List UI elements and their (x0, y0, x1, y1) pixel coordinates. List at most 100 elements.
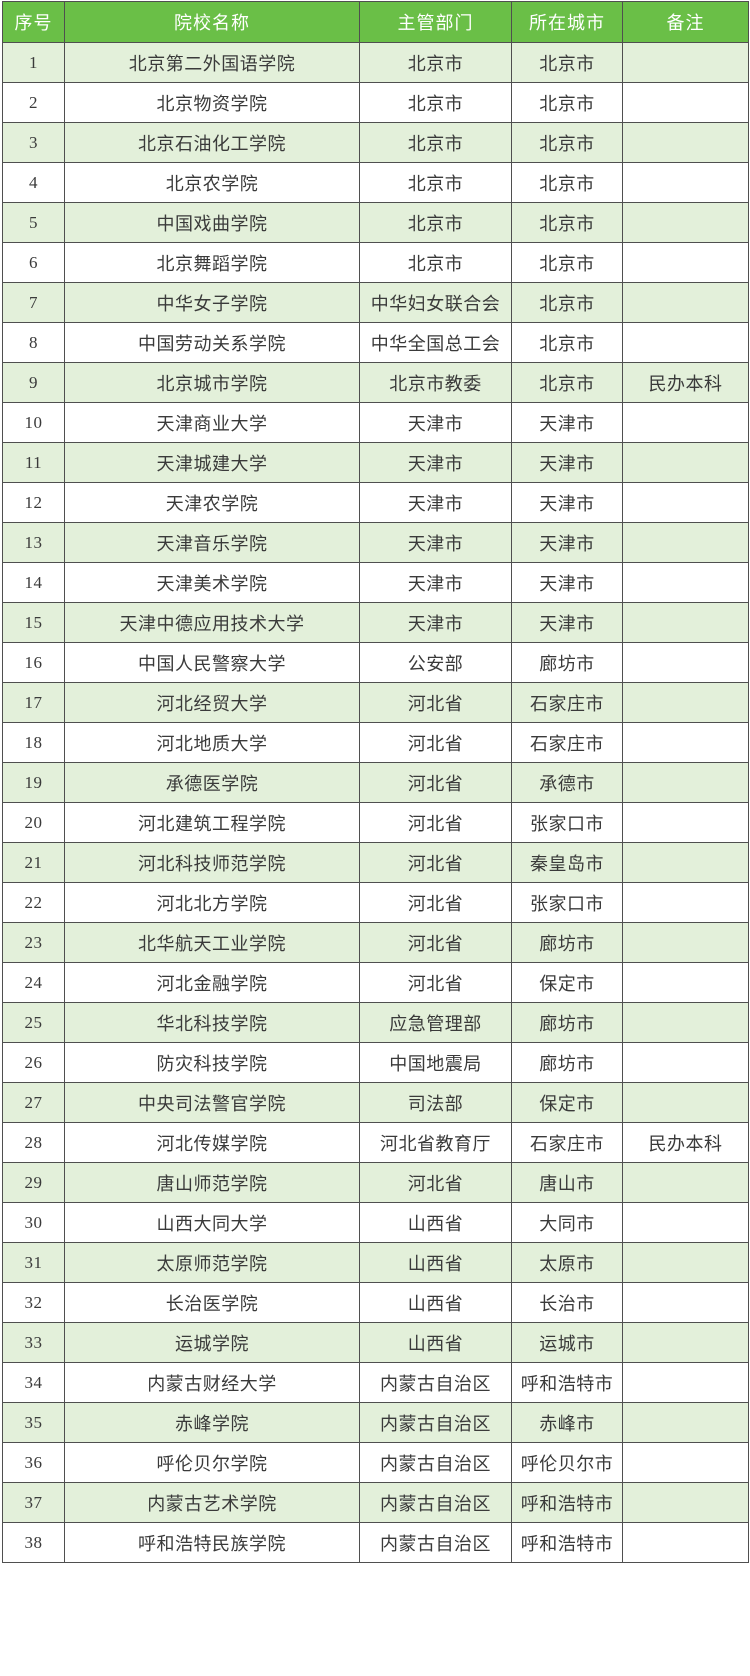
cell-remark (622, 1482, 749, 1523)
cell-index: 7 (2, 282, 65, 323)
table-row: 26 防灾科技学院 中国地震局 廊坊市 (2, 1042, 749, 1083)
cell-city: 呼和浩特市 (511, 1362, 623, 1403)
cell-index: 14 (2, 562, 65, 603)
table-row: 19 承德医学院 河北省 承德市 (2, 762, 749, 803)
cell-school-name: 天津美术学院 (64, 562, 360, 603)
cell-supervisor: 北京市 (359, 202, 512, 243)
cell-supervisor: 北京市 (359, 82, 512, 123)
cell-city: 保定市 (511, 1082, 623, 1123)
cell-supervisor: 天津市 (359, 442, 512, 483)
cell-school-name: 中国劳动关系学院 (64, 322, 360, 363)
cell-supervisor: 河北省 (359, 762, 512, 803)
cell-school-name: 内蒙古财经大学 (64, 1362, 360, 1403)
col-header-school-name: 院校名称 (64, 1, 360, 43)
cell-index: 1 (2, 42, 65, 83)
cell-remark: 民办本科 (622, 362, 749, 403)
table-row: 7 中华女子学院 中华妇女联合会 北京市 (2, 282, 749, 323)
table-row: 5 中国戏曲学院 北京市 北京市 (2, 202, 749, 243)
col-header-supervisor: 主管部门 (359, 1, 512, 43)
cell-school-name: 赤峰学院 (64, 1402, 360, 1443)
cell-school-name: 唐山师范学院 (64, 1162, 360, 1203)
cell-remark (622, 1082, 749, 1123)
cell-index: 30 (2, 1202, 65, 1243)
cell-remark (622, 722, 749, 763)
table-row: 33 运城学院 山西省 运城市 (2, 1322, 749, 1363)
cell-index: 16 (2, 642, 65, 683)
cell-city: 天津市 (511, 442, 623, 483)
cell-school-name: 天津中德应用技术大学 (64, 602, 360, 643)
cell-city: 北京市 (511, 202, 623, 243)
col-header-city: 所在城市 (511, 1, 623, 43)
cell-city: 天津市 (511, 562, 623, 603)
cell-index: 8 (2, 322, 65, 363)
cell-index: 22 (2, 882, 65, 923)
cell-index: 19 (2, 762, 65, 803)
cell-index: 18 (2, 722, 65, 763)
cell-school-name: 天津农学院 (64, 482, 360, 523)
table-row: 30 山西大同大学 山西省 大同市 (2, 1202, 749, 1243)
cell-remark: 民办本科 (622, 1122, 749, 1163)
cell-index: 15 (2, 602, 65, 643)
cell-supervisor: 山西省 (359, 1282, 512, 1323)
cell-supervisor: 河北省 (359, 682, 512, 723)
table-body: 1 北京第二外国语学院 北京市 北京市 2 北京物资学院 北京市 北京市 3 北京石油化工学院 北京… (2, 42, 749, 1563)
cell-index: 5 (2, 202, 65, 243)
cell-city: 廊坊市 (511, 1042, 623, 1083)
cell-index: 21 (2, 842, 65, 883)
table-row: 32 长治医学院 山西省 长治市 (2, 1282, 749, 1323)
cell-school-name: 华北科技学院 (64, 1002, 360, 1043)
cell-city: 廊坊市 (511, 1002, 623, 1043)
table-row: 2 北京物资学院 北京市 北京市 (2, 82, 749, 123)
table-row: 14 天津美术学院 天津市 天津市 (2, 562, 749, 603)
cell-city: 秦皇岛市 (511, 842, 623, 883)
cell-city: 廊坊市 (511, 922, 623, 963)
cell-city: 大同市 (511, 1202, 623, 1243)
cell-remark (622, 402, 749, 443)
cell-index: 33 (2, 1322, 65, 1363)
cell-remark (622, 1322, 749, 1363)
cell-school-name: 太原师范学院 (64, 1242, 360, 1283)
cell-supervisor: 公安部 (359, 642, 512, 683)
table-row: 9 北京城市学院 北京市教委 北京市 民办本科 (2, 362, 749, 403)
cell-index: 34 (2, 1362, 65, 1403)
cell-remark (622, 1162, 749, 1203)
cell-index: 29 (2, 1162, 65, 1203)
table-row: 18 河北地质大学 河北省 石家庄市 (2, 722, 749, 763)
cell-index: 4 (2, 162, 65, 203)
cell-school-name: 天津商业大学 (64, 402, 360, 443)
cell-remark (622, 842, 749, 883)
cell-school-name: 河北北方学院 (64, 882, 360, 923)
cell-remark (622, 642, 749, 683)
table-row: 36 呼伦贝尔学院 内蒙古自治区 呼伦贝尔市 (2, 1442, 749, 1483)
cell-supervisor: 河北省 (359, 882, 512, 923)
cell-supervisor: 内蒙古自治区 (359, 1482, 512, 1523)
cell-city: 北京市 (511, 162, 623, 203)
cell-school-name: 中国人民警察大学 (64, 642, 360, 683)
cell-index: 13 (2, 522, 65, 563)
cell-remark (622, 1282, 749, 1323)
table-row: 24 河北金融学院 河北省 保定市 (2, 962, 749, 1003)
table-row: 21 河北科技师范学院 河北省 秦皇岛市 (2, 842, 749, 883)
cell-school-name: 山西大同大学 (64, 1202, 360, 1243)
cell-school-name: 中华女子学院 (64, 282, 360, 323)
cell-remark (622, 1522, 749, 1563)
cell-remark (622, 162, 749, 203)
table-row: 28 河北传媒学院 河北省教育厅 石家庄市 民办本科 (2, 1122, 749, 1163)
table-row: 15 天津中德应用技术大学 天津市 天津市 (2, 602, 749, 643)
cell-supervisor: 河北省 (359, 1162, 512, 1203)
cell-supervisor: 河北省 (359, 842, 512, 883)
cell-school-name: 北京物资学院 (64, 82, 360, 123)
table-row: 1 北京第二外国语学院 北京市 北京市 (2, 42, 749, 83)
cell-remark (622, 962, 749, 1003)
cell-supervisor: 中国地震局 (359, 1042, 512, 1083)
cell-school-name: 天津音乐学院 (64, 522, 360, 563)
cell-supervisor: 内蒙古自治区 (359, 1402, 512, 1443)
cell-supervisor: 北京市 (359, 162, 512, 203)
cell-index: 28 (2, 1122, 65, 1163)
cell-remark (622, 1242, 749, 1283)
cell-supervisor: 山西省 (359, 1202, 512, 1243)
cell-remark (622, 602, 749, 643)
cell-supervisor: 河北省 (359, 722, 512, 763)
universities-table: 序号 院校名称 主管部门 所在城市 备注 1 北京第二外国语学院 北京市 北京市 2 北京… (2, 1, 749, 1563)
cell-school-name: 承德医学院 (64, 762, 360, 803)
